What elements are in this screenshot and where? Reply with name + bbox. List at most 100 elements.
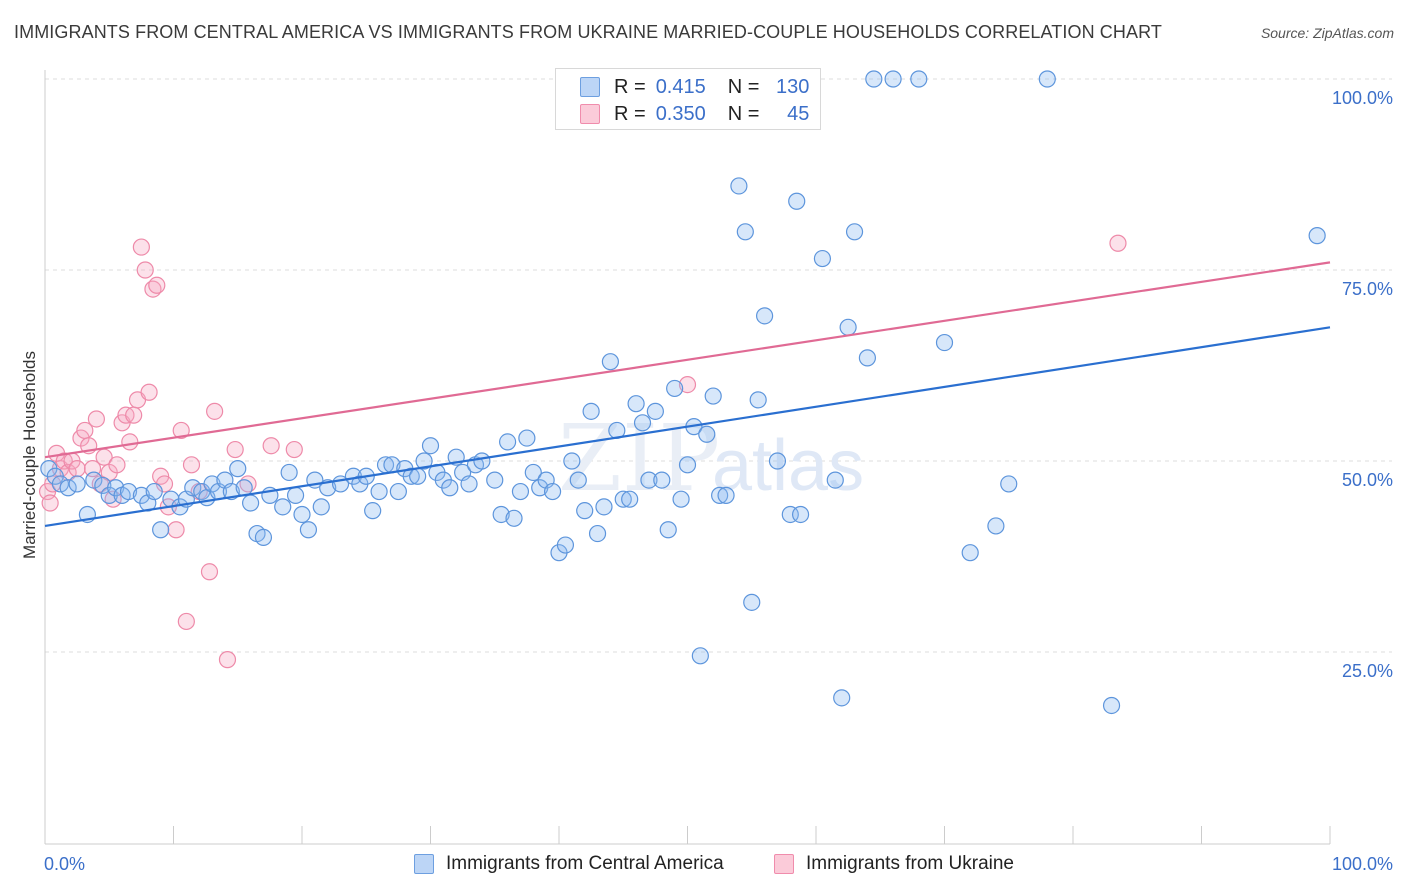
central-america-point: [59, 479, 77, 497]
central-america-point: [884, 70, 902, 88]
central-america-point: [865, 70, 883, 88]
x-tick-labels: 0.0% 100.0%: [44, 854, 1393, 874]
ukraine-point: [1109, 234, 1127, 252]
central-america-point: [473, 452, 491, 470]
central-america-point: [68, 475, 86, 493]
central-america-point: [653, 471, 671, 489]
central-america-point: [711, 486, 729, 504]
legend-swatch-pink: [774, 854, 794, 874]
central-america-point: [576, 502, 594, 520]
central-america-point: [935, 333, 954, 352]
ukraine-point: [140, 383, 158, 401]
central-america-point: [1102, 696, 1121, 715]
central-america-point: [299, 521, 318, 539]
central-america-point: [627, 395, 645, 413]
central-america-trend-line: [44, 326, 1331, 528]
central-america-point: [518, 429, 536, 447]
central-america-point: [678, 456, 697, 474]
legend-r-value: 0.350: [655, 102, 706, 125]
central-america-point: [51, 475, 70, 493]
central-america-point: [409, 467, 427, 485]
central-america-point: [152, 521, 170, 539]
central-america-point: [1038, 70, 1056, 88]
ukraine-point: [182, 456, 201, 474]
ukraine-point: [121, 433, 139, 451]
central-america-point: [85, 471, 103, 489]
central-america-point: [94, 476, 112, 495]
central-america-point: [633, 414, 652, 432]
ukraine-point: [206, 402, 224, 420]
central-america-point: [704, 387, 722, 405]
central-america-point: [556, 536, 575, 554]
ukraine-point: [125, 406, 143, 424]
central-america-point: [755, 307, 774, 325]
central-america-point: [421, 437, 440, 455]
ukraine-point: [285, 440, 303, 459]
central-america-point: [640, 471, 658, 489]
central-america-point: [441, 479, 459, 497]
central-america-point: [242, 494, 260, 512]
central-america-point: [293, 505, 311, 524]
ukraine-point: [678, 376, 697, 394]
y-tick-labels: 25.0% 50.0% 75.0% 100.0%: [1332, 88, 1393, 681]
central-america-point: [858, 349, 877, 367]
bottom-legend-central-america[interactable]: Immigrants from Central America: [414, 852, 724, 876]
ukraine-point: [87, 410, 106, 428]
y-tick-label: 50.0%: [1342, 470, 1393, 490]
central-america-point: [145, 482, 163, 501]
source-label: Source: ZipAtlas.com: [1260, 25, 1394, 41]
ukraine-point: [132, 238, 150, 256]
y-tick-label: 100.0%: [1332, 88, 1393, 108]
central-america-point: [987, 517, 1005, 535]
bottom-legend-ukraine[interactable]: Immigrants from Ukraine: [774, 852, 1014, 876]
central-america-point: [505, 509, 523, 527]
central-america-point: [543, 482, 562, 501]
ukraine-point: [136, 261, 154, 279]
central-america-points: [40, 70, 1326, 715]
central-america-point: [666, 379, 684, 398]
central-america-point: [286, 486, 305, 504]
central-america-point: [749, 391, 767, 409]
central-america-point: [280, 463, 298, 482]
legend-row-central-america: R = 0.415 N = 130: [580, 75, 809, 99]
central-america-point: [621, 490, 639, 508]
gridlines: [45, 78, 1392, 653]
central-america-point: [826, 471, 844, 489]
central-america-point: [698, 425, 716, 443]
ukraine-point: [148, 276, 166, 294]
ukraine-point: [167, 521, 185, 539]
trend-lines: [44, 261, 1331, 528]
ukraine-point: [177, 612, 195, 631]
x-tick-label: 100.0%: [1332, 854, 1393, 874]
ukraine-point: [172, 421, 190, 440]
legend-r-label: R =: [614, 102, 646, 125]
central-america-point: [1308, 227, 1326, 245]
central-america-point: [833, 689, 851, 707]
central-america-point: [614, 490, 632, 508]
ukraine-trend-line: [44, 261, 1331, 459]
central-america-point: [691, 647, 709, 665]
central-america-point: [839, 318, 857, 336]
legend-r-value: 0.415: [655, 75, 706, 98]
ukraine-point: [200, 563, 219, 581]
central-america-point: [791, 505, 810, 524]
central-america-point: [595, 498, 613, 516]
central-america-point: [672, 490, 690, 508]
central-america-point: [588, 524, 607, 543]
central-america-point: [768, 452, 787, 470]
ukraine-point: [262, 437, 280, 455]
ukraine-point: [226, 440, 244, 459]
central-america-point: [254, 528, 273, 547]
central-america-point: [312, 498, 330, 516]
y-tick-label: 75.0%: [1342, 279, 1393, 299]
legend-row-ukraine: R = 0.350 N = 45: [580, 102, 809, 126]
central-america-point: [845, 223, 864, 241]
central-america-point: [743, 593, 761, 611]
legend-n-value: 45: [787, 102, 810, 125]
ukraine-point: [41, 494, 59, 512]
legend-r-label: R =: [614, 75, 646, 98]
central-america-point: [788, 192, 806, 210]
legend-n-value: 130: [776, 75, 810, 98]
central-america-point: [569, 471, 587, 489]
